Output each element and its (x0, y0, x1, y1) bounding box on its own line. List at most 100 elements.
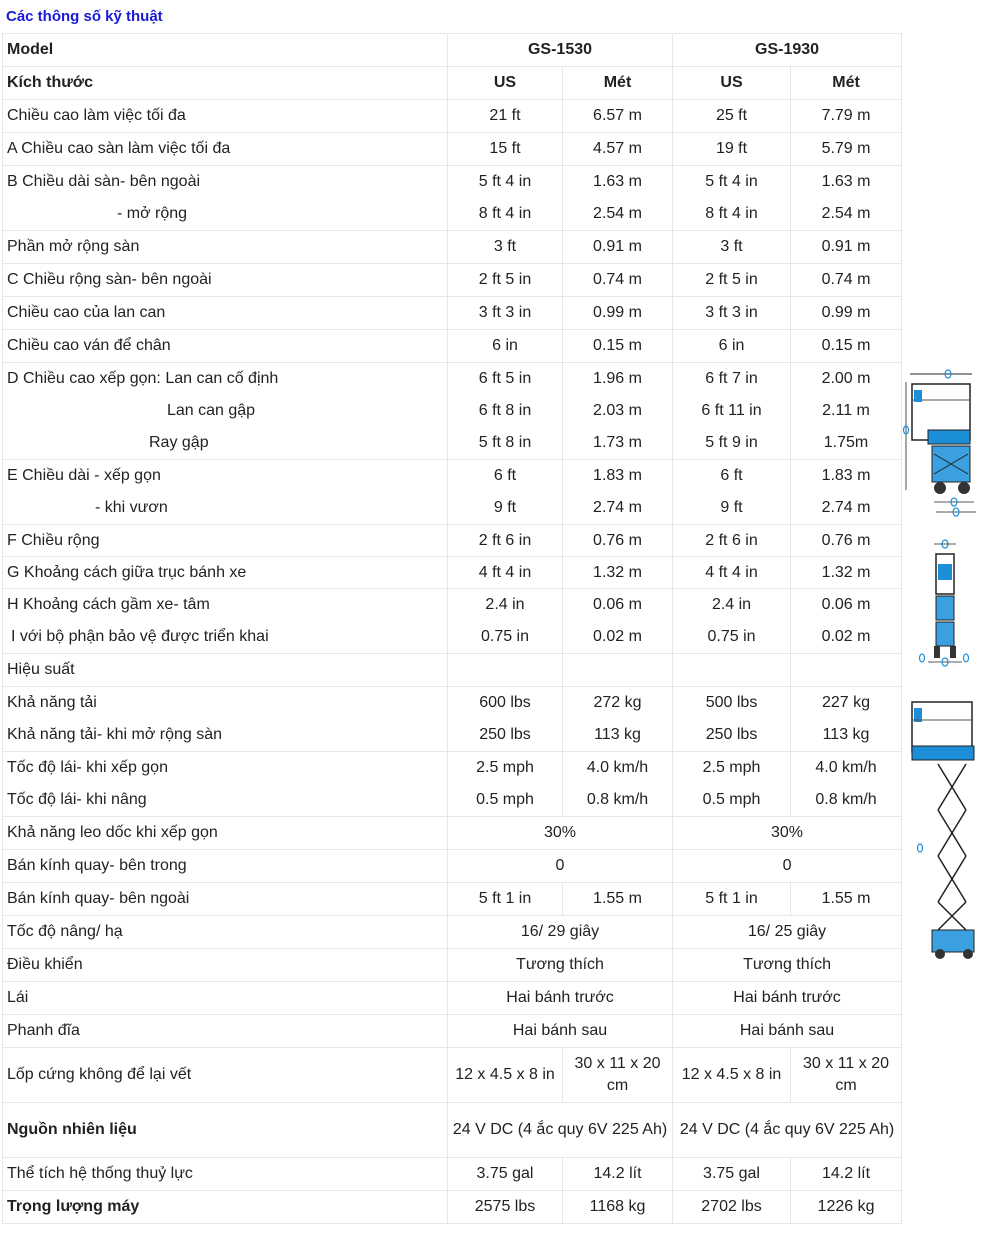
value-line: 9 ft (720, 499, 743, 516)
row-sublabel-2: Tốc độ lái- khi nâng (7, 791, 147, 808)
cell-a-m: 6.57 m (561, 99, 674, 133)
table-row: Phần mở rộng sàn 3 ft 0.91 m 3 ft 0.91 m (2, 230, 903, 264)
value-line: 2.74 m (593, 499, 642, 516)
row-label: H Khoảng cách gầm xe- tâm I với bộ phận … (2, 588, 448, 654)
row-label: Khả năng leo dốc khi xếp gọn (2, 816, 448, 850)
value-line: 6 ft 5 in (478, 370, 532, 387)
table-row: Điều khiển Tương thích Tương thích (2, 948, 903, 982)
value-line: 5 ft 4 in (705, 173, 758, 190)
cell-a-us: 15 ft (447, 132, 563, 166)
value-line: 2.4 in (485, 596, 525, 613)
cell-a-us: 6 ft 9 ft (447, 459, 563, 525)
value-line: 0.5 mph (702, 791, 761, 808)
value-line: 2.5 mph (702, 759, 761, 776)
cell-b-m: 1.63 m 2.54 m (790, 165, 903, 231)
row-label: Chiều cao của lan can (2, 296, 448, 330)
value-line: 2.4 in (711, 596, 752, 613)
unit-met-b: Mét (790, 66, 903, 100)
cell-a-m: 30 x 11 x 20 cm (561, 1047, 674, 1103)
cell-b-m: 14.2 lít (790, 1157, 903, 1191)
table-row: B Chiều dài sàn- bên ngoài - mở rộng 5 f… (2, 165, 903, 231)
cell-a-us: 3 ft 3 in (447, 296, 563, 330)
cell-a-m: 1.63 m 2.54 m (561, 165, 674, 231)
value-line: 4.0 km/h (815, 759, 877, 776)
value-line: 1.83 m (593, 467, 642, 484)
empty-cell (561, 653, 674, 687)
value-line: 2.11 m (822, 402, 870, 419)
value-line: 250 lbs (705, 726, 758, 743)
cell-b-m: 1226 kg (790, 1190, 903, 1224)
cell-a-merged: 30% (446, 816, 674, 850)
row-label: F Chiều rộng (2, 524, 448, 557)
cell-b-m: 0.74 m (790, 263, 903, 297)
value-line: 8 ft 4 in (478, 205, 532, 222)
row-sublabel-2: Khả năng tải- khi mở rộng sàn (7, 726, 223, 743)
cell-a-us: 2 ft 6 in (447, 524, 563, 557)
side-view-diagram (902, 369, 976, 517)
row-label: C Chiều rộng sàn- bên ngoài (2, 263, 448, 297)
cell-a-m: 1.32 m (561, 556, 674, 589)
unit-met-a: Mét (561, 66, 674, 100)
value-line: 113 kg (822, 726, 870, 743)
table-row: Lốp cứng không để lại vết 12 x 4.5 x 8 i… (2, 1047, 903, 1103)
section-label: Hiệu suất (2, 653, 448, 687)
cell-b-merged: 16/ 25 giây (672, 915, 903, 949)
value-line: 1.96 m (593, 370, 642, 387)
cell-b-us: 6 ft 9 ft (672, 459, 792, 525)
cell-a-merged: 24 V DC (4 ắc quy 6V 225 Ah) (446, 1102, 674, 1158)
row-label: B Chiều dài sàn- bên ngoài - mở rộng (2, 165, 448, 231)
header-model-row: Model GS-1530 GS-1930 (2, 33, 903, 67)
empty-cell (447, 653, 563, 687)
table-row: H Khoảng cách gầm xe- tâm I với bộ phận … (2, 588, 903, 654)
row-label: Khả năng tải Khả năng tải- khi mở rộng s… (2, 686, 448, 752)
cell-b-us: 19 ft (672, 132, 792, 166)
cell-b-m: 1.83 m 2.74 m (790, 459, 903, 525)
value-line: 6 ft 11 in (701, 402, 762, 419)
cell-b-us: 4 ft 4 in (672, 556, 792, 589)
front-view-diagram (918, 539, 970, 667)
value-line: 6 ft (493, 467, 517, 484)
cell-a-m: 0.99 m (561, 296, 674, 330)
cell-b-us: 500 lbs 250 lbs (672, 686, 792, 752)
cell-b-us: 2 ft 5 in (672, 263, 792, 297)
cell-b-m: 7.79 m (790, 99, 903, 133)
row-label: Lốp cứng không để lại vết (2, 1047, 448, 1103)
cell-b-us: 2 ft 6 in (672, 524, 792, 557)
cell-b-m: 0.91 m (790, 230, 903, 264)
dims-label: Kích thước (2, 66, 448, 100)
value-line: 2.54 m (593, 205, 642, 222)
cell-a-m: 0.06 m 0.02 m (561, 588, 674, 654)
cell-b-m: 4.0 km/h 0.8 km/h (790, 751, 903, 817)
cell-a-us: 2.5 mph 0.5 mph (447, 751, 563, 817)
cell-b-m: 227 kg 113 kg (790, 686, 903, 752)
row-sublabel-1: Khả năng tải (7, 694, 97, 711)
value-line: 4.0 km/h (586, 759, 649, 776)
row-label: Tốc độ nâng/ hạ (2, 915, 448, 949)
cell-a-m: 4.0 km/h 0.8 km/h (561, 751, 674, 817)
cell-b-us: 6 in (672, 329, 792, 363)
cell-a-us: 2 ft 5 in (447, 263, 563, 297)
cell-b-us: 2702 lbs (672, 1190, 792, 1224)
value-line: 0.06 m (821, 596, 871, 613)
value-line: 1.75m (823, 434, 869, 451)
value-line: 2.5 mph (476, 759, 534, 776)
cell-a-us: 6 ft 5 in 6 ft 8 in 5 ft 8 in (447, 362, 563, 460)
cell-b-m: 1.32 m (790, 556, 903, 589)
value-line: 227 kg (822, 694, 871, 711)
cell-b-us: 12 x 4.5 x 8 in (672, 1047, 792, 1103)
value-line: 5 ft 8 in (478, 434, 532, 451)
cell-b-m: 30 x 11 x 20 cm (790, 1047, 903, 1103)
table-row: G Khoảng cách giữa trục bánh xe 4 ft 4 i… (2, 556, 903, 589)
value-line: 6 ft 8 in (478, 402, 532, 419)
value-line: 2.00 m (821, 370, 871, 387)
value-line: 0.8 km/h (586, 791, 649, 808)
table-row: Nguồn nhiên liệu 24 V DC (4 ắc quy 6V 22… (2, 1102, 903, 1158)
value-line: 2.74 m (821, 499, 871, 516)
model-a-header: GS-1530 (446, 33, 674, 67)
value-line: 1.63 m (593, 173, 642, 190)
value-line: 5 ft 4 in (478, 173, 532, 190)
cell-b-us: 5 ft 1 in (672, 882, 792, 916)
row-sublabel-2: I với bộ phận bảo vệ được triển khai (11, 628, 269, 645)
value-line: 500 lbs (705, 694, 758, 711)
row-label: Phần mở rộng sàn (2, 230, 448, 264)
